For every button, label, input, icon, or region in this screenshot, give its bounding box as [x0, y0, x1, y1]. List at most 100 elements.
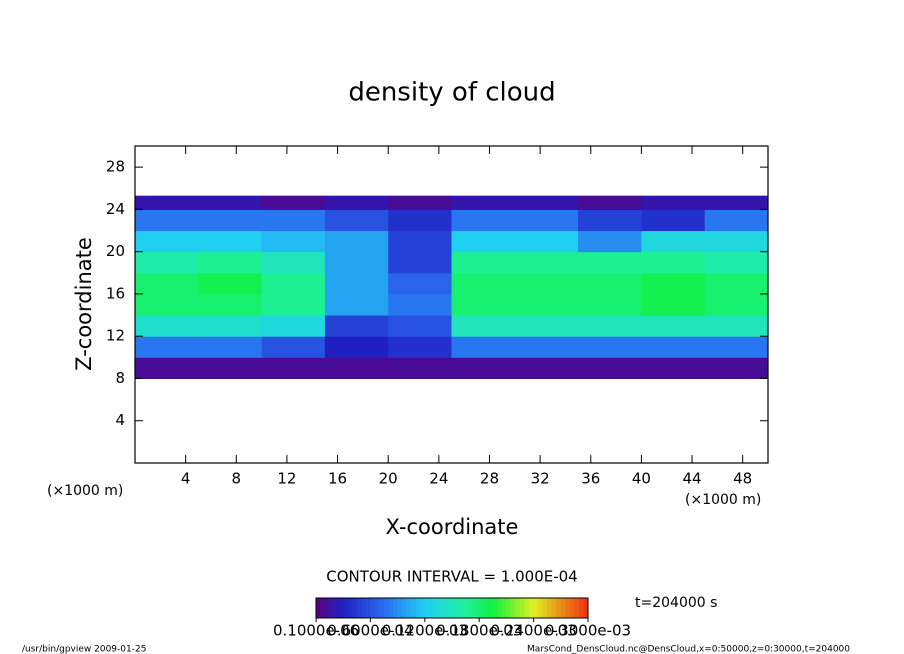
- heat-cell: [198, 195, 263, 210]
- heat-cell: [261, 293, 326, 316]
- colorbar-swatch: [524, 598, 530, 618]
- colorbar-swatch: [492, 598, 498, 618]
- colorbar-swatch: [429, 598, 435, 618]
- colorbar-swatch: [347, 598, 353, 618]
- heat-cell: [514, 336, 579, 358]
- colorbar-swatch: [433, 598, 439, 618]
- colorbar-swatch: [393, 598, 398, 618]
- heat-cell: [324, 230, 389, 253]
- colorbar-swatch: [574, 598, 580, 618]
- heat-cell: [514, 251, 579, 274]
- heat-cell: [198, 230, 263, 253]
- colorbar-swatch: [388, 598, 394, 618]
- heat-cell: [641, 209, 706, 232]
- heat-cell: [135, 272, 199, 295]
- colorbar-swatch: [501, 598, 507, 618]
- heat-cell: [704, 209, 769, 232]
- colorbar-swatch: [533, 598, 539, 618]
- heat-cell: [578, 336, 642, 358]
- heat-cell: [578, 251, 642, 274]
- heat-cell: [198, 293, 263, 316]
- colorbar-tick-label: 0.6000e-04: [327, 622, 413, 640]
- heat-cell: [578, 315, 642, 337]
- heat-cell: [578, 209, 642, 232]
- x-tick-label: 48: [733, 470, 752, 488]
- heat-cell: [388, 230, 452, 253]
- heat-cell: [514, 315, 579, 337]
- heat-cell: [451, 315, 516, 337]
- x-tick-label: 4: [181, 470, 191, 488]
- heat-cell: [704, 251, 769, 274]
- heat-cell: [451, 230, 516, 253]
- heat-cell: [514, 272, 579, 295]
- heat-cell: [578, 272, 642, 295]
- heat-cell: [261, 357, 326, 379]
- heat-cell: [514, 230, 579, 253]
- heat-cell: [261, 315, 326, 337]
- heat-cell: [451, 357, 516, 379]
- heat-cell: [324, 272, 389, 295]
- heat-cell: [704, 272, 769, 295]
- heat-cell: [578, 230, 642, 253]
- colorbar-swatch: [456, 598, 462, 618]
- colorbar-swatch: [520, 598, 525, 618]
- x-tick-label: 28: [480, 470, 499, 488]
- heat-cell: [451, 336, 516, 358]
- heat-cell: [198, 209, 263, 232]
- colorbar-swatch: [556, 598, 562, 618]
- heat-cell: [198, 357, 263, 379]
- chart-title: density of cloud: [348, 78, 555, 108]
- heat-cell: [451, 209, 516, 232]
- colorbar-swatch: [565, 598, 571, 618]
- heat-cell: [451, 293, 516, 316]
- colorbar-tick-label: 0.1200e-03: [382, 622, 468, 640]
- heat-cell: [198, 251, 263, 274]
- heat-cell: [135, 195, 199, 210]
- heat-cell: [704, 336, 769, 358]
- heat-cell: [514, 293, 579, 316]
- heat-cell: [641, 272, 706, 295]
- heat-cell: [388, 195, 452, 210]
- colorbar-swatch: [411, 598, 417, 618]
- heat-cell: [261, 251, 326, 274]
- heat-cell: [451, 272, 516, 295]
- colorbar-tick-label: 0.3000e-03: [545, 622, 631, 640]
- y-tick-label: 28: [106, 158, 125, 176]
- heat-cell: [135, 209, 199, 232]
- colorbar-swatch: [515, 598, 521, 618]
- y-tick-label: 20: [106, 242, 125, 260]
- time-label: t=204000 s: [635, 595, 717, 611]
- heat-cell: [135, 230, 199, 253]
- colorbar-swatch: [356, 598, 362, 618]
- colorbar-swatch: [510, 598, 516, 618]
- heat-cell: [641, 315, 706, 337]
- colorbar-swatch: [479, 598, 485, 618]
- colorbar-swatch: [465, 598, 471, 618]
- heat-cell: [514, 209, 579, 232]
- colorbar-swatch: [325, 598, 330, 618]
- colorbar-swatch: [578, 598, 584, 618]
- colorbar-swatch: [334, 598, 339, 618]
- heat-cell: [641, 357, 706, 379]
- colorbar-swatch: [320, 598, 326, 618]
- heat-cell: [704, 230, 769, 253]
- x-tick-label: 8: [232, 470, 242, 488]
- heat-cell: [324, 209, 389, 232]
- heat-cell: [135, 251, 199, 274]
- colorbar-swatch: [452, 598, 457, 618]
- heat-cell: [704, 357, 769, 379]
- x-tick-label: 32: [531, 470, 550, 488]
- heat-cell: [135, 315, 199, 337]
- heat-cell: [261, 336, 326, 358]
- y-tick-label: 12: [106, 327, 125, 345]
- y-tick-label: 4: [115, 411, 125, 429]
- colorbar-swatch: [316, 598, 321, 618]
- heat-cell: [324, 357, 389, 379]
- heat-cell: [135, 336, 199, 358]
- colorbar-swatch: [560, 598, 566, 618]
- colorbar-swatch: [547, 598, 553, 618]
- colorbar-swatch: [542, 598, 548, 618]
- colorbar-swatch: [420, 598, 426, 618]
- colorbar-frame: [315, 597, 589, 619]
- heat-cell: [198, 315, 263, 337]
